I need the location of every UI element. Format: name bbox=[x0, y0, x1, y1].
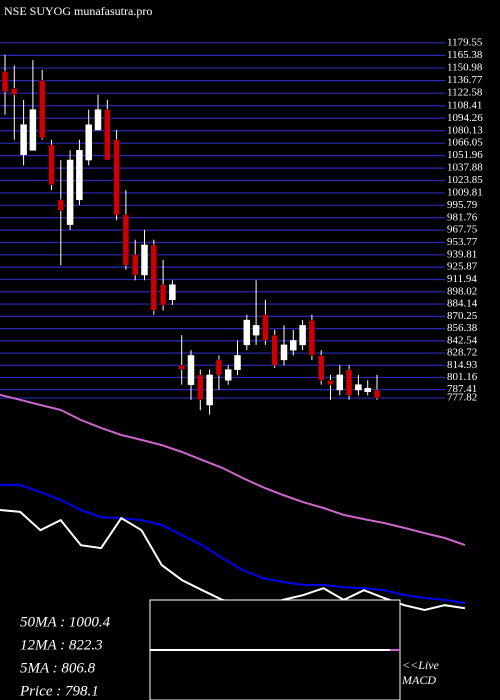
candle-body bbox=[234, 355, 241, 370]
y-tick-label: 1037.88 bbox=[447, 162, 483, 174]
candle-body bbox=[48, 144, 55, 186]
y-tick-label: 1023.85 bbox=[447, 174, 483, 186]
y-tick-label: 828.72 bbox=[447, 347, 477, 359]
y-tick-label: 1080.13 bbox=[447, 124, 483, 136]
candle-body bbox=[150, 244, 158, 311]
y-tick-label: 787.41 bbox=[447, 383, 477, 395]
candle-body bbox=[131, 254, 139, 276]
candle-body bbox=[187, 355, 195, 385]
candle-body bbox=[252, 325, 260, 336]
y-tick-label: 1094.26 bbox=[447, 112, 483, 124]
ma-line bbox=[0, 393, 466, 547]
y-tick-label: 1009.81 bbox=[447, 186, 483, 198]
candle-body bbox=[262, 314, 269, 341]
y-tick-label: 884.14 bbox=[447, 298, 478, 310]
candle-body bbox=[243, 319, 251, 346]
legend-entry: 5MA : 806.8 bbox=[20, 660, 96, 676]
candle-body bbox=[159, 284, 167, 306]
candle-body bbox=[197, 374, 204, 400]
y-tick-label: 1136.77 bbox=[447, 74, 483, 86]
macd-label: <<Live bbox=[402, 658, 440, 672]
y-tick-label: 856.38 bbox=[447, 322, 478, 334]
candle-body bbox=[38, 80, 46, 139]
candle-body bbox=[11, 88, 18, 95]
y-tick-label: 801.16 bbox=[447, 371, 478, 383]
y-tick-label: 925.87 bbox=[447, 261, 478, 273]
candle-body bbox=[1, 71, 9, 93]
y-tick-label: 1150.98 bbox=[447, 62, 483, 74]
candle-body bbox=[215, 359, 223, 376]
y-tick-label: 870.25 bbox=[447, 310, 478, 322]
candle-body bbox=[57, 199, 65, 211]
candle-body bbox=[206, 374, 213, 406]
grid: 1179.551165.381150.981136.771122.581108.… bbox=[0, 36, 483, 404]
chart-title: NSE SUYOG munafasutra.pro bbox=[4, 4, 152, 18]
candle-body bbox=[373, 389, 381, 399]
candle-body bbox=[271, 334, 278, 366]
candles bbox=[1, 54, 381, 415]
ma-labels: 50MA : 1000.4 12MA : 822.3 5MA : 806.8 Pric… bbox=[19, 614, 111, 699]
y-tick-label: 911.94 bbox=[447, 273, 477, 285]
candle-body bbox=[141, 244, 148, 276]
ma-line bbox=[0, 483, 466, 605]
candle-body bbox=[29, 109, 37, 151]
candle-body bbox=[327, 379, 334, 385]
candle-body bbox=[94, 109, 102, 131]
y-tick-label: 967.75 bbox=[447, 224, 478, 236]
legend-entry: 50MA : 1000.4 bbox=[20, 614, 111, 630]
candle-body bbox=[364, 387, 371, 392]
candle-body bbox=[178, 364, 185, 370]
price-label: Price : 798.1 bbox=[19, 683, 99, 699]
y-tick-label: 953.77 bbox=[447, 236, 478, 248]
legend-entry: 12MA : 822.3 bbox=[20, 637, 103, 653]
y-tick-label: 1165.38 bbox=[447, 49, 483, 61]
candle-body bbox=[66, 159, 74, 225]
candle-body bbox=[113, 139, 120, 216]
y-tick-label: 842.54 bbox=[447, 334, 478, 346]
y-tick-label: 939.81 bbox=[447, 248, 477, 260]
y-tick-label: 1179.55 bbox=[447, 36, 483, 48]
y-tick-label: 777.82 bbox=[447, 392, 477, 404]
y-tick-label: 1066.05 bbox=[447, 137, 483, 149]
candle-body bbox=[317, 355, 325, 381]
y-tick-label: 1122.58 bbox=[447, 87, 483, 99]
candle-body bbox=[355, 384, 362, 391]
candle-body bbox=[299, 325, 306, 346]
candle-body bbox=[308, 319, 316, 356]
y-tick-label: 981.76 bbox=[447, 211, 478, 223]
y-tick-label: 898.02 bbox=[447, 285, 477, 297]
candle-body bbox=[104, 109, 111, 161]
candle-body bbox=[169, 284, 176, 301]
macd-label: MACD bbox=[401, 673, 436, 687]
candle-body bbox=[280, 344, 288, 361]
candle-body bbox=[85, 124, 92, 161]
y-tick-label: 814.93 bbox=[447, 359, 478, 371]
candle-body bbox=[76, 150, 83, 201]
candle-body bbox=[290, 340, 297, 351]
y-tick-label: 1108.41 bbox=[447, 99, 482, 111]
candle-body bbox=[224, 369, 232, 381]
candle-body bbox=[336, 374, 344, 391]
y-tick-label: 995.79 bbox=[447, 199, 478, 211]
candle-body bbox=[122, 214, 130, 266]
candle-body bbox=[345, 369, 353, 396]
y-tick-label: 1051.96 bbox=[447, 149, 483, 161]
candle-body bbox=[20, 124, 27, 155]
